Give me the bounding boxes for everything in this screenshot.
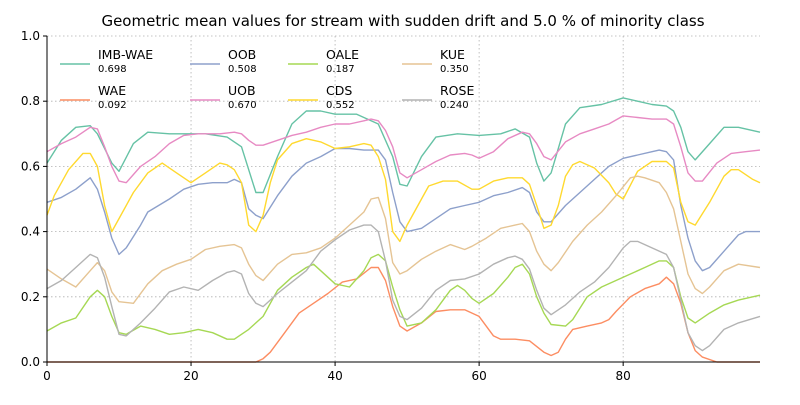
series-line-oale (46, 253, 761, 340)
legend-label: WAE (98, 83, 126, 98)
y-tick-label: 0.0 (21, 355, 40, 369)
legend-score: 0.508 (228, 64, 257, 75)
legend-label: KUE (440, 47, 465, 62)
series-line-cds (46, 138, 761, 243)
legend-entry-imb-wae: IMB-WAE 0.698 (60, 47, 153, 75)
legend-label: UOB (228, 83, 256, 98)
legend-score: 0.552 (326, 100, 355, 111)
series-lines (46, 97, 761, 363)
series-line-wae (47, 266, 760, 363)
legend-label: OALE (326, 47, 359, 62)
x-tick-label: 80 (616, 369, 631, 383)
y-tick-label: 1.0 (21, 29, 40, 43)
legend: IMB-WAE 0.698 WAE 0.092 OOB 0.508 UOB 0.670 OALE… (60, 47, 474, 111)
y-tick-label: 0.8 (21, 94, 40, 108)
grid-lines (46, 35, 760, 363)
legend-entry-cds: CDS 0.552 (288, 83, 355, 111)
legend-entry-oob: OOB 0.508 (190, 47, 257, 75)
axes: 0 20 40 60 80 0.0 0.2 0.4 0.6 0.8 1.0 (21, 29, 760, 383)
x-tick-label: 0 (43, 369, 51, 383)
y-tick-label: 0.6 (21, 159, 40, 173)
legend-score: 0.350 (440, 64, 469, 75)
series-line-rose (46, 224, 761, 352)
series-line-imb-wae (46, 97, 761, 194)
legend-label: ROSE (440, 83, 474, 98)
legend-entry-kue: KUE 0.350 (402, 47, 469, 75)
legend-entry-wae: WAE 0.092 (60, 83, 127, 111)
x-tick-label: 40 (327, 369, 342, 383)
legend-score: 0.698 (98, 64, 127, 75)
legend-entry-uob: UOB 0.670 (190, 83, 257, 111)
legend-entry-oale: OALE 0.187 (288, 47, 359, 75)
legend-label: CDS (326, 83, 352, 98)
legend-label: IMB-WAE (98, 47, 153, 62)
legend-entry-rose: ROSE 0.240 (402, 83, 474, 111)
legend-score: 0.187 (326, 64, 355, 75)
y-tick-label: 0.4 (21, 225, 40, 239)
series-line-uob (46, 115, 761, 184)
legend-score: 0.092 (98, 100, 127, 111)
x-tick-label: 20 (183, 369, 198, 383)
legend-score: 0.240 (440, 100, 469, 111)
chart-title: Geometric mean values for stream with su… (101, 12, 704, 30)
legend-label: OOB (228, 47, 256, 62)
legend-score: 0.670 (228, 100, 257, 111)
x-tick-label: 60 (471, 369, 486, 383)
y-tick-label: 0.2 (21, 290, 40, 304)
series-line-kue (46, 175, 761, 304)
series-line-oob (46, 147, 760, 272)
